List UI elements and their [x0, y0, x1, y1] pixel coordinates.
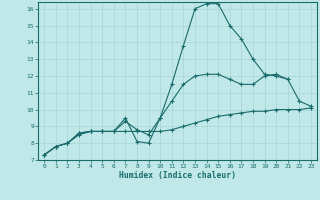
X-axis label: Humidex (Indice chaleur): Humidex (Indice chaleur) — [119, 171, 236, 180]
